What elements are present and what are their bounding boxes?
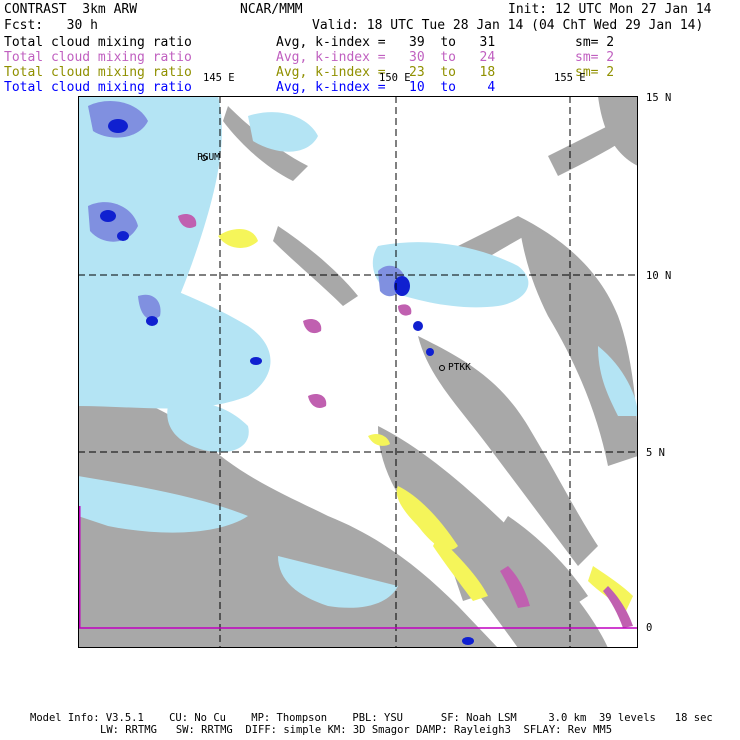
init-time: Init: 12 UTC Mon 27 Jan 14 [508, 2, 712, 17]
legend-sm-1: sm= 2 [575, 35, 615, 50]
cloud-cores-dark [100, 119, 474, 645]
legend-avg-1: Avg, k-index = 39 to 31 [276, 35, 496, 50]
legend-sm-2: sm= 2 [575, 50, 615, 65]
pgum-marker [201, 155, 207, 161]
legend-field-3: Total cloud mixing ratio [4, 65, 192, 80]
lat-label-15n: 15 N [646, 92, 672, 104]
cloud-map-svg [78, 96, 638, 648]
legend-field-4: Total cloud mixing ratio [4, 80, 192, 95]
lat-label-5n: 5 N [646, 447, 665, 459]
legend-field-1: Total cloud mixing ratio [4, 35, 192, 50]
legend-field-2: Total cloud mixing ratio [4, 50, 192, 65]
ptkk-marker [439, 365, 445, 371]
cloud-regions-yellow [218, 229, 633, 611]
lon-label-145: 145 E [203, 72, 235, 84]
valid-time: Valid: 18 UTC Tue 28 Jan 14 (04 ChT Wed … [312, 18, 704, 33]
lon-label-150: 150 E [379, 72, 411, 84]
footer-model-info: Model Info: V3.5.1 CU: No Cu MP: Thompso… [30, 712, 713, 724]
cloud-regions-light [78, 96, 638, 608]
lat-label-10n: 10 N [646, 270, 672, 282]
cloud-map: PGUM PTKK [78, 96, 638, 648]
legend-avg-3: Avg, k-index = 23 to 18 [276, 65, 496, 80]
legend-avg-2: Avg, k-index = 30 to 24 [276, 50, 496, 65]
map-border [78, 96, 638, 648]
org-label: NCAR/MMM [240, 2, 303, 17]
station-label-ptkk: PTKK [448, 362, 471, 373]
footer-physics-info: LW: RRTMG SW: RRTMG DIFF: simple KM: 3D … [100, 724, 613, 736]
lon-label-155: 155 E [554, 72, 586, 84]
legend-sm-3: sm= 2 [575, 65, 615, 80]
legend-avg-4: Avg, k-index = 10 to 4 [276, 80, 496, 95]
station-label-pgum: PGUM [197, 152, 220, 163]
lat-label-equator: 0 [646, 622, 653, 634]
cloud-regions-purple [178, 214, 633, 628]
lat-lon-grid [78, 96, 638, 648]
forecast-hour: Fcst: 30 h [4, 18, 98, 33]
model-title: CONTRAST 3km ARW [4, 2, 138, 17]
